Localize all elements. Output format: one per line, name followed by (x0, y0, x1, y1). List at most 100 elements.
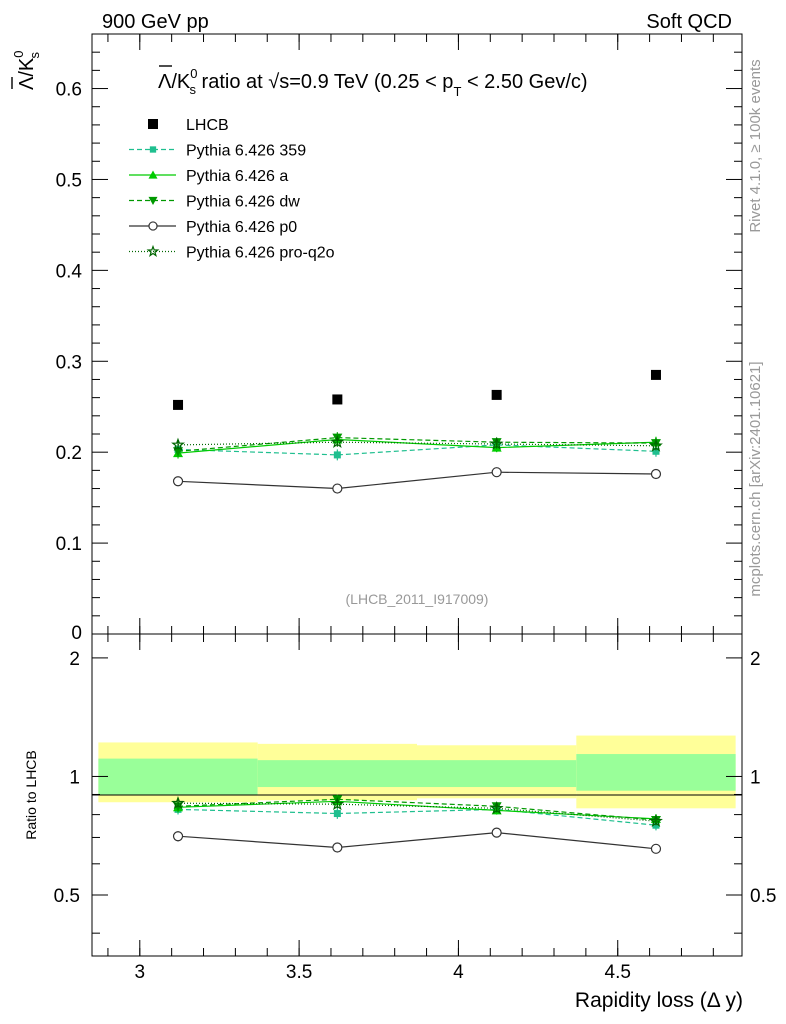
x-axis-label: Rapidity loss (Δ y) (575, 989, 743, 1012)
series-point (652, 447, 660, 455)
legend-entry: Pythia 6.426 a (129, 168, 288, 185)
legend-entry: Pythia 6.426 359 (129, 143, 306, 160)
y-tick-label: 0.5 (56, 170, 82, 191)
ratio-point (332, 842, 343, 853)
series-point (491, 467, 502, 478)
ratio-series-line (177, 800, 657, 820)
series-point (172, 476, 184, 487)
main-series-layer (171, 432, 663, 494)
lhcb-data-point (173, 399, 184, 410)
series-point (332, 483, 343, 494)
lhcb-data-point (491, 389, 502, 400)
legend-label: Pythia 6.426 359 (186, 143, 306, 160)
ratio-point (333, 810, 341, 818)
ratio-point (489, 801, 504, 815)
legend-label: Pythia 6.426 a (186, 168, 288, 185)
main-axes: 0 0.1 0.2 0.3 0.4 0.5 0.6 (56, 33, 742, 644)
series-pythia-6-426-p0 (172, 467, 662, 494)
ratio-band-inner (98, 758, 258, 795)
ratio-point (172, 831, 184, 842)
ratio-series-line (177, 808, 657, 826)
series-point (489, 436, 504, 450)
ratio-y-tick-label-right: 0.5 (750, 886, 776, 907)
chart-title-mid: ratio at √s=0.9 TeV (0.25 < p (196, 71, 453, 93)
ratio-bands-layer (98, 735, 736, 809)
ratio-series-pythia-6-426-p0 (172, 827, 662, 854)
chart-title: Λ/K0 s ratio at √s=0.9 TeV (0.25 < pT < 2… (158, 66, 588, 99)
series-point (649, 438, 663, 452)
legend-entry: Pythia 6.426 pro-q2o (129, 245, 335, 262)
legend-marker (146, 244, 160, 257)
ratio-band-inner (576, 754, 736, 791)
series-line (177, 471, 657, 490)
rivet-version-label: Rivet 4.1.0, ≥ 100k events (747, 59, 764, 232)
ratio-point (649, 813, 663, 828)
analysis-watermark: (LHCB_2011_I917009) (346, 591, 489, 607)
series-pythia-6-426-a (173, 434, 661, 459)
ratio-band-inner (417, 760, 577, 788)
ratio-point (330, 796, 345, 811)
y-axis-label-sub: s (27, 52, 42, 59)
lhcb-data-point (332, 394, 343, 405)
y-tick-label: 0.2 (56, 443, 82, 464)
lhcb-data-layer (173, 369, 661, 410)
legend-label: Pythia 6.426 pro-q2o (186, 245, 335, 262)
series-line (177, 438, 657, 454)
ratio-axes: 0.5 0.5 1 1 2 2 3 3.5 4 4.5 (54, 634, 776, 983)
chart-title-sub: s (190, 82, 197, 97)
series-point (650, 468, 662, 480)
y-tick-label: 0.1 (56, 534, 82, 555)
legend-entry: Pythia 6.426 p0 (129, 219, 297, 236)
x-tick-label: 3 (135, 962, 146, 983)
y-tick-label: 0.4 (56, 261, 83, 282)
ratio-y-tick-label: 0.5 (54, 886, 80, 907)
ratio-panel: 0.5 0.5 1 1 2 2 3 3.5 4 4.5 (54, 633, 776, 983)
ratio-series-pythia-6-426-pro-q2o (171, 795, 663, 828)
legend-marker (148, 170, 158, 179)
ratio-y-tick-label-right: 1 (750, 767, 761, 788)
legend-marker (148, 119, 158, 129)
header-right-label: Soft QCD (646, 11, 732, 33)
ratio-y-tick-label-right: 2 (750, 649, 761, 670)
chart-title-pt-sub: T (453, 84, 461, 99)
header-left-label: 900 GeV pp (102, 11, 209, 33)
legend-label: Pythia 6.426 p0 (186, 219, 297, 236)
y-axis-label-main: Λ/K (16, 57, 38, 90)
legend-marker (148, 196, 158, 205)
lhcb-data-point (650, 369, 661, 380)
y-axis-label-text: Λ/K0s (11, 51, 42, 91)
chart-title-suffix: < 2.50 Gev/c) (461, 71, 587, 93)
chart-title-sup: 0 (190, 66, 197, 81)
series-point (171, 437, 185, 451)
legend-entry: Pythia 6.426 dw (129, 194, 300, 211)
legend: LHCB Pythia 6.426 359 Pythia 6.426 a Pythia… (129, 117, 335, 262)
y-tick-label: 0 (71, 623, 82, 644)
ratio-series-layer (171, 794, 663, 854)
ratio-series-line (177, 831, 657, 850)
ratio-point (650, 843, 662, 854)
y-tick-label: 0.3 (56, 352, 82, 373)
y-axis-label-sup: 0 (11, 51, 26, 58)
y-tick-label: 0.6 (56, 80, 82, 101)
x-tick-label: 4.5 (605, 962, 631, 983)
ratio-panel-frame (91, 633, 743, 957)
legend-marker (149, 146, 157, 153)
y-axis-label: Λ/K0s (11, 51, 42, 91)
main-panel: 00.10.20.30.40.50.6 Λ/K0 s ratio at √s=0.… (56, 33, 743, 644)
mcplots-label: mcplots.cern.ch [arXiv:2401.10621] (747, 361, 764, 596)
series-point (330, 434, 345, 449)
legend-entry: LHCB (148, 117, 229, 134)
x-tick-label: 3.5 (286, 962, 312, 983)
series-pythia-6-426-pro-q2o (171, 434, 663, 452)
ratio-band-inner (257, 760, 417, 788)
x-tick-label: 4 (453, 962, 464, 983)
chart-title-prefix: Λ/K (158, 71, 191, 93)
legend-marker (148, 221, 158, 231)
ratio-y-tick-label: 2 (69, 649, 80, 670)
ratio-point (491, 827, 502, 838)
legend-label: LHCB (186, 117, 229, 134)
ratio-y-axis-label: Ratio to LHCB (23, 750, 39, 839)
ratio-y-tick-label: 1 (69, 767, 80, 788)
legend-label: Pythia 6.426 dw (186, 194, 300, 211)
